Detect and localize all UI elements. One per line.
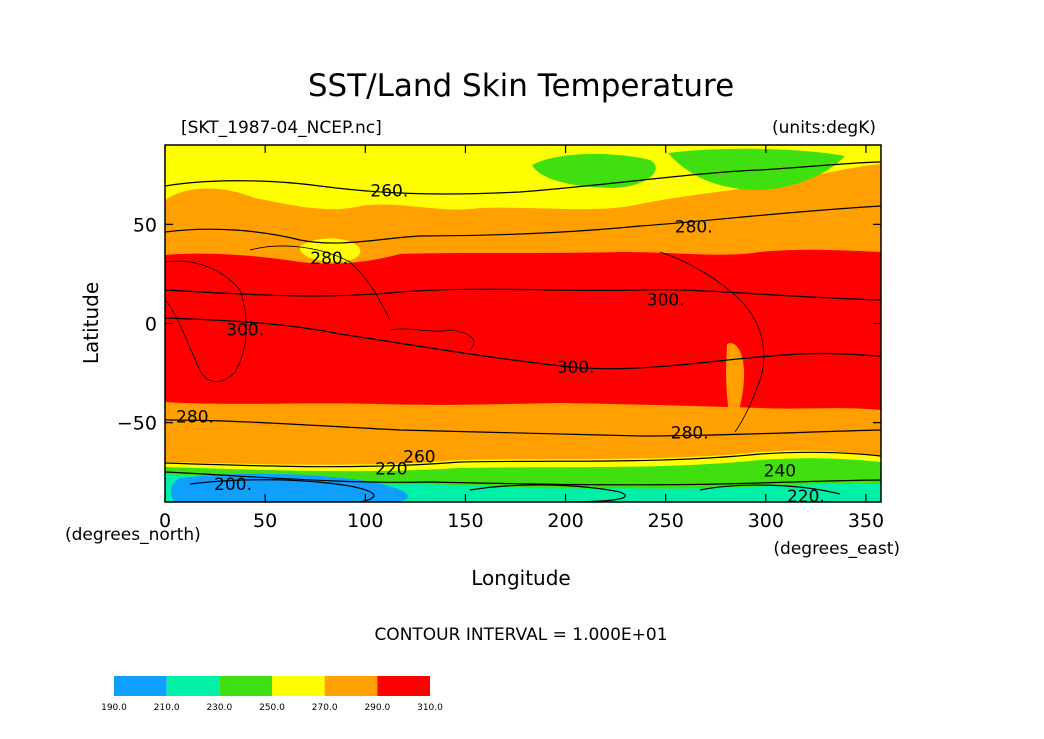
x-tick-label: 150 — [447, 510, 483, 532]
contour-label: 200. — [214, 475, 252, 495]
x-tick-label: 50 — [253, 510, 277, 532]
patch-orange-andes — [726, 343, 745, 430]
contour-label: 260. — [370, 182, 408, 202]
colorbar: 190.0 210.0 230.0 250.0 270.0 290.0 310.0 — [101, 676, 443, 713]
contour-label: 280. — [675, 217, 713, 237]
y-unit-label: (degrees_north) — [65, 525, 201, 545]
colorbar-swatch — [272, 676, 325, 696]
patch-yellow-tibet — [299, 238, 361, 262]
y-tick-label: −50 — [117, 413, 157, 435]
y-tick-label: 0 — [145, 314, 157, 336]
x-tick-label: 250 — [648, 510, 684, 532]
colorbar-swatch — [324, 676, 378, 696]
coastlines — [165, 245, 765, 433]
x-unit-label: (degrees_east) — [773, 539, 900, 559]
colorbar-swatch — [219, 676, 272, 696]
contour-label: 260 — [403, 447, 435, 467]
y-tick-label: 50 — [133, 214, 157, 236]
contour-label: 300. — [557, 358, 595, 378]
contour-label: 280. — [176, 408, 214, 428]
x-tick-label: 300 — [748, 510, 784, 532]
patch-green-siberia — [668, 148, 845, 190]
x-tick-label: 350 — [848, 510, 884, 532]
colorbar-swatch — [377, 676, 430, 696]
x-tick-label: 200 — [547, 510, 583, 532]
contour-label: 220 — [375, 459, 407, 479]
contour-lines — [165, 161, 881, 502]
colorbar-label: 250.0 — [259, 703, 285, 713]
x-tick-label: 100 — [347, 510, 383, 532]
band-red-tropics — [165, 249, 881, 410]
contour-label: 300. — [647, 291, 685, 311]
colorbar-label: 270.0 — [312, 703, 338, 713]
chart-title: SST/Land Skin Temperature — [308, 68, 734, 104]
contour-label: 220. — [787, 487, 825, 507]
patch-green-greenland — [532, 153, 656, 188]
units-label: (units:degK) — [772, 118, 876, 138]
colorbar-label: 290.0 — [364, 703, 390, 713]
contour-label: 300. — [226, 320, 264, 340]
x-tick-label: 0 — [159, 510, 171, 532]
contour-label: 280. — [310, 249, 348, 269]
colorbar-label: 310.0 — [417, 703, 443, 713]
colorbar-label: 190.0 — [101, 703, 127, 713]
x-axis-title: Longitude — [471, 566, 570, 590]
y-axis: −50 0 50 — [117, 214, 881, 435]
x-axis: 0 50 100 150 200 250 300 350 — [159, 145, 884, 532]
contour-label: 240 — [764, 461, 796, 481]
contour-interval-note: CONTOUR INTERVAL = 1.000E+01 — [374, 625, 667, 645]
contour-label: 280. — [671, 424, 709, 444]
file-label: [SKT_1987-04_NCEP.nc] — [181, 118, 382, 138]
colorbar-swatch — [166, 676, 220, 696]
y-axis-title: Latitude — [79, 282, 103, 364]
temperature-field — [165, 145, 881, 502]
colorbar-swatch — [114, 676, 167, 696]
colorbar-label: 210.0 — [154, 703, 180, 713]
colorbar-label: 230.0 — [206, 703, 232, 713]
